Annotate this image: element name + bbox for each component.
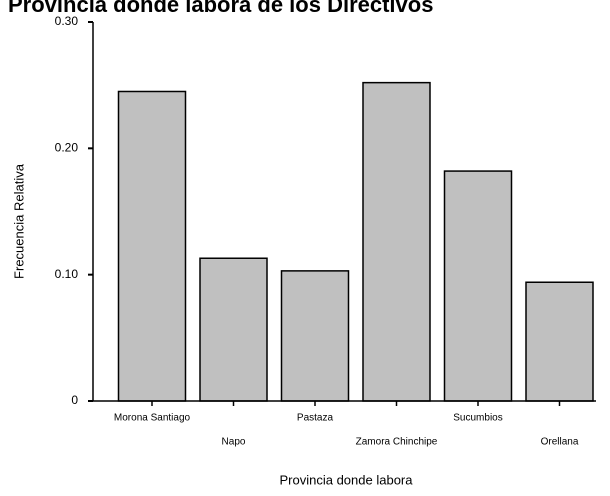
y-tick-label: 0: [71, 393, 78, 407]
x-tick-label: Zamora Chinchipe: [356, 437, 438, 448]
y-tick-label: 0.30: [55, 14, 79, 28]
x-axis-title: Provincia donde labora: [280, 472, 414, 487]
bar: [362, 81, 431, 402]
x-tick-label: Morona Santiago: [114, 413, 191, 424]
x-axis-ticks: Morona Santiago Napo Pastaza Zamora Chinchi…: [114, 401, 579, 448]
chart-title: Provincia donde labora de los Directivos: [8, 0, 433, 17]
bars: [117, 81, 594, 402]
bar: [199, 257, 268, 402]
bar: [525, 281, 594, 402]
x-tick-label: Pastaza: [297, 413, 334, 424]
y-tick-label: 0.10: [55, 267, 79, 281]
y-axis-ticks: 0 0.10 0.20 0.30: [55, 14, 93, 407]
bar: [117, 90, 187, 402]
bar: [280, 270, 350, 402]
bar: [443, 170, 513, 402]
x-tick-label: Sucumbios: [453, 413, 502, 424]
x-tick-label: Orellana: [541, 437, 579, 448]
y-tick-label: 0.20: [55, 141, 79, 155]
x-tick-label: Napo: [222, 437, 246, 448]
y-axis-title: Frecuencia Relativa: [11, 163, 26, 279]
